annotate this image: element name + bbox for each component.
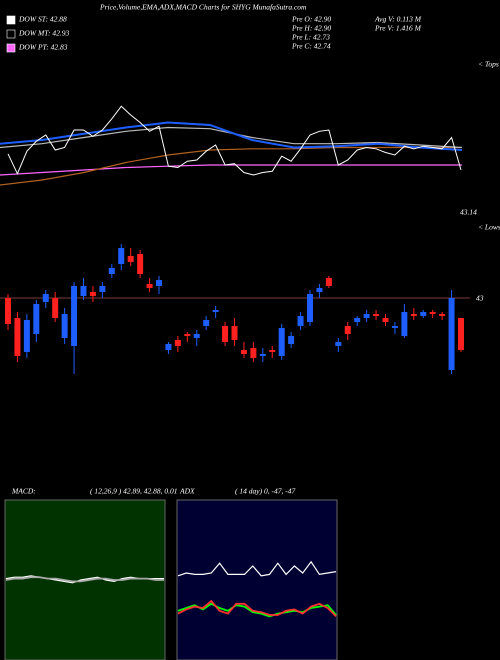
candle-body [71,286,78,346]
chart-title: Price,Volume,EMA,ADX,MACD Charts for SHY… [99,3,307,12]
price-line [7,105,462,176]
candle-body [118,248,125,264]
macd-params: ( 12,26,9 ) 42.89, 42.88, 0.01 [90,487,178,496]
candle-body [42,294,49,302]
candle-body [401,312,408,336]
candle-body [174,340,181,346]
legend-swatch [6,43,16,53]
candle-body [156,280,162,286]
candle-body [165,344,172,350]
macd-label: MACD: [11,487,36,496]
candle-body [193,334,200,338]
candle-body [259,354,266,356]
candle-body [61,314,68,338]
info-text: Pre L: 42.73 [291,33,330,42]
adx-params: ( 14 day) 0, -47, -47 [235,487,295,496]
candle-body [222,326,229,342]
info-text: Avg V: 0.113 M [374,15,422,24]
candle-body [354,318,361,322]
adx-line [177,599,337,618]
candle-body [250,348,257,358]
candle-body [212,310,219,312]
legend-text: DOW PT: 42.83 [18,43,68,52]
candle-body [14,318,21,356]
info-text: Pre C: 42.74 [291,42,331,51]
candle-body [307,294,313,322]
candle-body [33,304,40,334]
candle-body [203,320,210,326]
candle-body [410,314,417,316]
candle-body [184,334,191,336]
candle-body [99,286,106,292]
info-text: Pre V: 1.416 M [374,24,422,33]
candle-body [52,298,59,318]
ema-line [0,164,462,176]
adx-label: ADX [179,487,195,496]
candle-body [391,326,398,328]
info-text: Pre O: 42.90 [291,15,331,24]
candle-body [80,286,87,296]
candle-body [278,328,285,356]
candle-body [316,288,323,292]
candle-body [127,256,134,262]
legend-swatch [6,15,16,25]
macd-line [5,576,164,583]
info-text: Pre H: 42.90 [291,24,331,33]
candle-body [146,284,153,288]
candle-body [23,320,30,352]
lows-label: < Lows [478,223,500,232]
candle-body [335,342,342,346]
candle-body [363,314,370,318]
reference-label: 43 [476,294,484,303]
candle-body [137,254,144,274]
legend-swatch [6,29,16,39]
candle-body [288,336,295,344]
adx-panel [176,499,338,660]
last-label: 43.14 [460,208,477,217]
ema-line [0,121,463,151]
candle-body [373,314,380,316]
tops-label: < Tops [478,60,499,69]
adx-line [177,560,337,577]
candle-body [420,312,427,316]
candle-body [382,318,389,322]
candle-body [5,298,11,324]
candle-body [269,350,276,352]
legend-text: DOW ST: 42.88 [18,15,67,24]
candle-body [297,316,304,326]
legend-text: DOW MT: 42.93 [18,29,69,38]
candle-body [439,314,446,316]
candle-body [429,312,436,314]
candle-body [231,326,238,340]
candle-body [458,318,464,350]
candle-body [240,350,247,354]
candle-body [448,298,455,370]
candle-body [89,292,96,296]
candle-body [108,268,115,274]
candle-body [344,326,351,334]
candle-body [325,278,332,286]
ema-line [0,146,462,186]
